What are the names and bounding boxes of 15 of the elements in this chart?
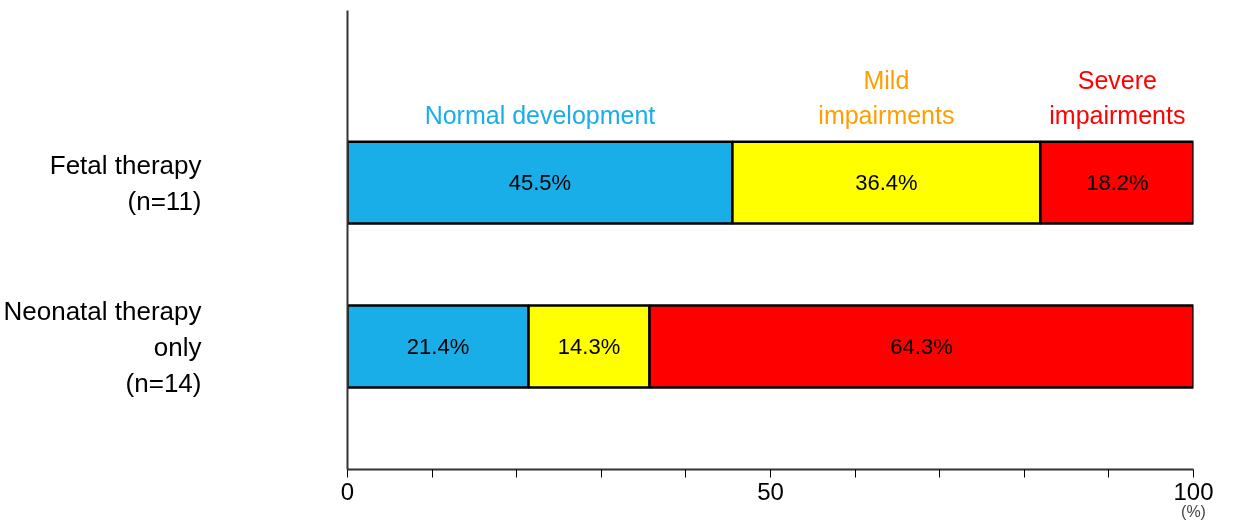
series-label: Normal development: [424, 100, 656, 129]
data-label: 64.3%: [890, 334, 953, 360]
x-tick-label: 50: [757, 477, 784, 505]
x-tick-label: 0: [340, 477, 355, 505]
data-label: 21.4%: [406, 334, 470, 360]
data-label: 18.2%: [1086, 170, 1149, 196]
series-label: Mild impairments: [818, 65, 955, 129]
series-label: Severe impairments: [1049, 65, 1186, 129]
y-tick-label: Neonatal therapy only (n=14): [3, 295, 202, 398]
data-label: 36.4%: [855, 170, 918, 196]
data-label: 14.3%: [557, 334, 621, 360]
data-label: 45.5%: [508, 170, 572, 196]
y-tick-label: Fetal therapy (n=11): [49, 149, 202, 216]
x-axis-title: (%): [1181, 502, 1206, 520]
x-tick-label: 100: [1173, 477, 1214, 505]
